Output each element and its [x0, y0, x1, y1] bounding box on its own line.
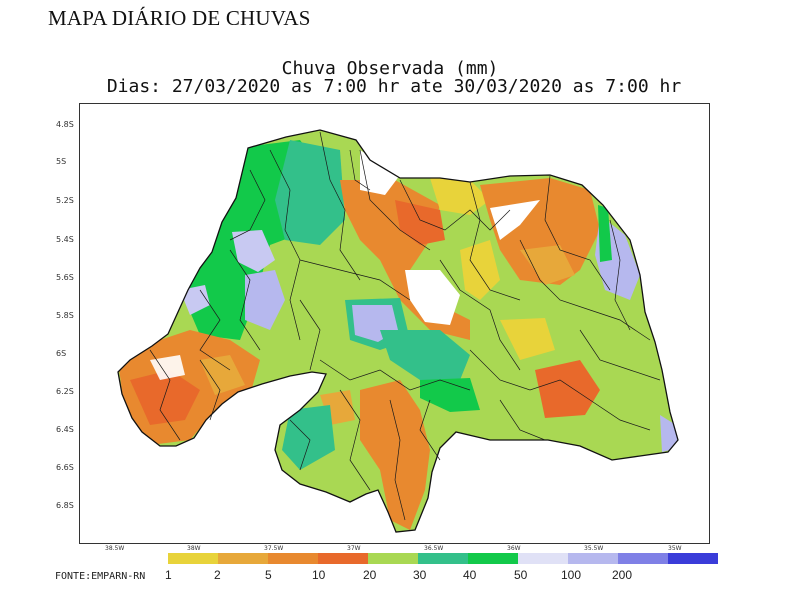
- lon-tick: 38W: [187, 545, 201, 552]
- lat-tick: 5.6S: [56, 273, 74, 282]
- lat-tick: 6.8S: [56, 501, 74, 510]
- map-title: Chuva Observada (mm): [281, 58, 499, 79]
- lon-tick: 35W: [668, 545, 682, 552]
- lat-tick: 6.6S: [56, 463, 74, 472]
- legend-swatch: [168, 553, 218, 564]
- lat-tick: 5S: [56, 157, 67, 166]
- lat-tick: 6.4S: [56, 425, 74, 434]
- legend-swatch: [318, 553, 368, 564]
- lat-tick: 6.2S: [56, 387, 74, 396]
- lon-tick: 37.5W: [264, 545, 284, 552]
- lat-tick: 6S: [56, 349, 67, 358]
- lon-tick: 36W: [507, 545, 521, 552]
- legend-label: 40: [463, 568, 477, 582]
- legend-swatch: [468, 553, 518, 564]
- legend-label: 20: [363, 568, 377, 582]
- legend-label: 30: [413, 568, 427, 582]
- legend-swatch: [268, 553, 318, 564]
- legend-colorbar: [168, 553, 718, 564]
- lon-tick: 37W: [347, 545, 361, 552]
- legend-label: 2: [214, 568, 221, 582]
- legend-label: 100: [561, 568, 582, 582]
- legend-label: 50: [514, 568, 528, 582]
- legend-swatch: [368, 553, 418, 564]
- legend-swatch: [618, 553, 668, 564]
- lat-tick: 5.8S: [56, 311, 74, 320]
- page-title: MAPA DIÁRIO DE CHUVAS: [48, 6, 311, 30]
- lat-tick: 4.8S: [56, 120, 74, 129]
- lon-tick: 38.5W: [105, 545, 125, 552]
- legend-label: 200: [612, 568, 633, 582]
- legend-label: 1: [165, 568, 172, 582]
- lat-tick: 5.4S: [56, 235, 74, 244]
- map-frame: [79, 103, 710, 544]
- legend-label: 5: [265, 568, 272, 582]
- data-source: FONTE:EMPARN-RN: [55, 571, 146, 582]
- lon-tick: 36.5W: [424, 545, 444, 552]
- map-date-range: Dias: 27/03/2020 as 7:00 hr ate 30/03/20…: [106, 76, 682, 97]
- lat-tick: 5.2S: [56, 196, 74, 205]
- legend-swatch: [418, 553, 468, 564]
- legend-label: 10: [312, 568, 326, 582]
- legend-swatch: [218, 553, 268, 564]
- lon-tick: 35.5W: [584, 545, 604, 552]
- legend-swatch: [568, 553, 618, 564]
- legend-swatch: [518, 553, 568, 564]
- legend-swatch: [668, 553, 718, 564]
